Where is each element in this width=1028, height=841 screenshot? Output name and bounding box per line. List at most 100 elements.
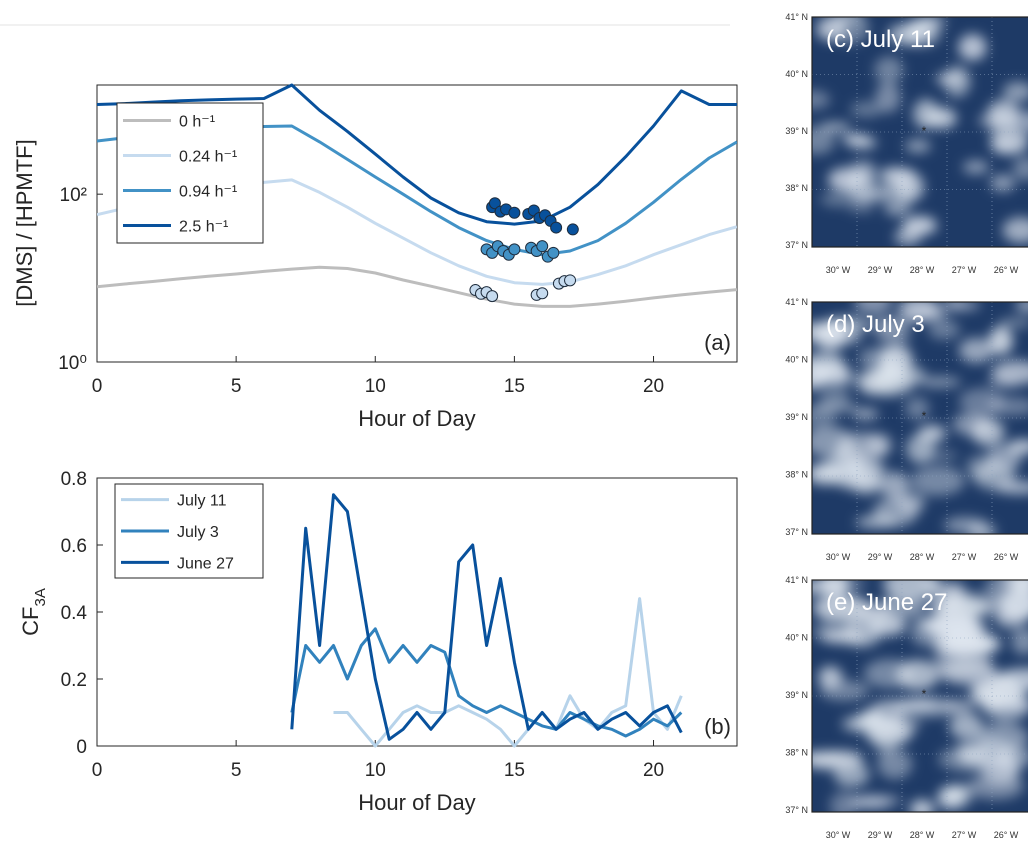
y-axis-label: CF3A [18, 588, 49, 636]
x-tick-label: 0 [92, 760, 103, 781]
cloud [865, 433, 892, 457]
cloud [998, 317, 1028, 328]
cloud [812, 426, 854, 458]
cloud [879, 594, 926, 619]
lat-label: 41° N [785, 12, 808, 22]
cloud [852, 408, 879, 420]
data-point [564, 274, 577, 287]
lat-label: 37° N [785, 527, 808, 537]
y-tick-label: 0.8 [61, 469, 87, 490]
cloud [896, 659, 939, 691]
lon-label: 26° W [994, 265, 1019, 275]
data-point [488, 197, 501, 210]
lat-label: 39° N [785, 126, 808, 136]
lon-label: 29° W [868, 552, 893, 562]
lat-label: 37° N [785, 805, 808, 815]
cloud [917, 376, 962, 388]
cloud [882, 580, 941, 600]
lon-label: 30° W [826, 830, 851, 840]
cloud [852, 719, 883, 729]
y-axis-label-main: CF [18, 607, 43, 636]
cloud [958, 34, 987, 61]
cloud [958, 337, 994, 363]
lon-label: 29° W [868, 265, 893, 275]
cloud [908, 18, 939, 32]
y-tick-label: 10⁰ [58, 353, 87, 374]
panel-label: (b) [704, 714, 731, 739]
cloud [968, 522, 996, 534]
lat-label: 40° N [785, 69, 808, 79]
cloud [1002, 81, 1028, 102]
cloud [1007, 439, 1028, 454]
lat-label: 39° N [785, 412, 808, 422]
cloud [847, 172, 877, 203]
cloud [987, 100, 1020, 126]
panel-label: (a) [704, 330, 731, 355]
lat-label: 38° N [785, 470, 808, 480]
map-title: (e) June 27 [826, 589, 947, 616]
cloud [850, 101, 883, 118]
lon-label: 26° W [994, 552, 1019, 562]
cloud [812, 322, 833, 343]
cloud [823, 750, 862, 759]
map-title: (c) July 11 [826, 26, 935, 53]
clouds [812, 580, 1028, 812]
x-tick-label: 15 [504, 760, 525, 781]
cloud [872, 497, 919, 527]
cloud [1015, 302, 1028, 313]
cloud [829, 791, 858, 812]
cloud [942, 591, 998, 619]
panel: 0 5 10 15 20 0 0.2 0.4 0.6 0.8 Hour of Day CF3A (b) J… [18, 469, 738, 815]
legend-label: July 11 [177, 493, 227, 510]
cloud [849, 796, 892, 809]
data-point [536, 240, 549, 253]
data-point [550, 221, 563, 234]
y-tick-label: 0 [76, 737, 87, 758]
cloud [884, 199, 911, 217]
cloud [1011, 627, 1028, 655]
cloud [949, 712, 983, 740]
lon-label: 30° W [826, 265, 851, 275]
cloud [969, 464, 1015, 487]
data-point [566, 223, 579, 236]
lat-label: 39° N [785, 690, 808, 700]
cloud [854, 302, 893, 315]
cloud [837, 476, 884, 490]
cloud [930, 629, 987, 658]
cloud [862, 320, 909, 333]
cloud [906, 433, 935, 464]
series-line [97, 265, 737, 308]
cloud [833, 329, 863, 344]
cloud [928, 319, 960, 340]
cloud [1012, 156, 1028, 181]
cloud [877, 749, 913, 780]
cloud [812, 406, 838, 428]
lon-label: 28° W [910, 265, 935, 275]
y-axis-label: [DMS] / [HPMTF] [12, 139, 37, 306]
map-title: (d) July 3 [826, 311, 925, 338]
y-tick-label: 0.6 [61, 536, 87, 557]
legend-label: 2.5 h⁻¹ [179, 219, 228, 236]
cloud [905, 396, 930, 420]
clouds [812, 302, 1028, 534]
cloud [962, 160, 989, 174]
lon-label: 30° W [826, 552, 851, 562]
cloud [875, 82, 901, 113]
map-frame [811, 301, 1028, 535]
cloud [874, 56, 904, 84]
x-tick-label: 10 [365, 760, 386, 781]
lon-label: 26° W [994, 830, 1019, 840]
x-tick-label: 15 [504, 376, 525, 397]
lon-label: 27° W [952, 265, 977, 275]
cloud [819, 387, 851, 405]
cloud [898, 302, 940, 322]
series-line [333, 597, 683, 748]
lat-label: 41° N [785, 575, 808, 585]
cloud [905, 139, 931, 153]
site-marker: * [922, 409, 927, 423]
series-line [290, 627, 683, 738]
cloud [879, 344, 913, 375]
cloud [830, 370, 858, 387]
cloud [820, 629, 866, 644]
lat-label: 40° N [785, 355, 808, 365]
